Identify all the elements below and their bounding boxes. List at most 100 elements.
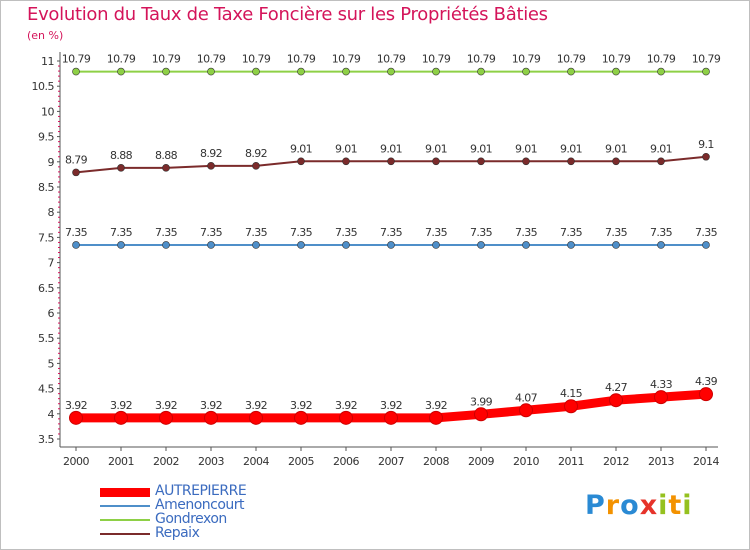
- logo-letter: i: [682, 490, 693, 521]
- y-tick-label: 7: [48, 257, 55, 270]
- proxiti-logo: Proxiti: [585, 490, 693, 521]
- data-label-gondrexon: 10.79: [197, 53, 226, 66]
- data-label-repaix: 9.01: [290, 142, 312, 155]
- data-label-autrepierre: 3.99: [470, 395, 493, 408]
- data-label-gondrexon: 10.79: [62, 53, 91, 66]
- data-point-repaix: [432, 157, 440, 166]
- legend-label: AUTREPIERRE: [155, 483, 247, 499]
- data-point-gondrexon: [432, 67, 440, 76]
- y-tick-label: 5.5: [38, 332, 54, 345]
- x-tick-label: 2014: [693, 455, 719, 468]
- data-point-repaix: [207, 162, 215, 170]
- x-tick-label: 2001: [108, 455, 134, 468]
- data-point-repaix: [612, 157, 620, 166]
- data-label-gondrexon: 10.79: [557, 53, 586, 66]
- legend-swatch: [100, 505, 150, 507]
- x-tick-label: 2011: [558, 455, 584, 468]
- data-point-autrepierre: [249, 410, 263, 425]
- data-point-autrepierre: [204, 410, 218, 425]
- x-tick-label: 2010: [513, 455, 539, 468]
- data-label-repaix: 8.79: [65, 153, 88, 166]
- data-point-gondrexon: [387, 67, 395, 76]
- data-point-repaix: [297, 157, 305, 166]
- data-label-autrepierre: 4.07: [515, 391, 538, 404]
- legend-swatch: [100, 533, 150, 535]
- data-label-gondrexon: 10.79: [467, 53, 496, 66]
- data-point-repaix: [387, 157, 395, 166]
- data-point-gondrexon: [297, 67, 305, 76]
- data-label-amenoncourt: 7.35: [650, 226, 673, 239]
- data-label-gondrexon: 10.79: [692, 53, 721, 66]
- y-tick-label: 6: [48, 307, 55, 320]
- data-label-autrepierre: 3.92: [200, 399, 222, 412]
- x-tick-label: 2008: [423, 455, 449, 468]
- data-label-amenoncourt: 7.35: [380, 226, 403, 239]
- x-tick-label: 2004: [243, 455, 269, 468]
- data-label-repaix: 9.01: [515, 142, 537, 155]
- data-label-gondrexon: 10.79: [242, 53, 271, 66]
- data-label-autrepierre: 3.92: [65, 399, 87, 412]
- data-point-amenoncourt: [432, 241, 440, 249]
- data-point-gondrexon: [207, 67, 215, 76]
- legend-label: Repaix: [155, 525, 200, 541]
- data-label-gondrexon: 10.79: [332, 53, 361, 66]
- x-tick-label: 2013: [648, 455, 674, 468]
- data-label-amenoncourt: 7.35: [245, 226, 268, 239]
- data-label-autrepierre: 3.92: [245, 399, 267, 412]
- data-label-autrepierre: 4.33: [650, 378, 673, 391]
- data-label-autrepierre: 4.39: [695, 375, 718, 388]
- data-point-amenoncourt: [567, 241, 575, 249]
- data-point-gondrexon: [252, 67, 260, 76]
- legend-swatch: [100, 519, 150, 521]
- data-point-repaix: [522, 157, 530, 166]
- data-point-repaix: [477, 157, 485, 166]
- data-point-amenoncourt: [162, 241, 170, 249]
- data-label-amenoncourt: 7.35: [425, 226, 448, 239]
- data-point-autrepierre: [69, 410, 83, 425]
- y-tick-label: 7.5: [38, 231, 54, 244]
- data-point-autrepierre: [384, 410, 398, 425]
- data-label-autrepierre: 3.92: [380, 399, 402, 412]
- x-tick-label: 2009: [468, 455, 494, 468]
- data-point-autrepierre: [609, 393, 623, 408]
- data-label-repaix: 9.01: [470, 142, 492, 155]
- x-tick-label: 2000: [63, 455, 89, 468]
- data-point-autrepierre: [114, 410, 128, 425]
- data-point-repaix: [252, 162, 260, 170]
- y-tick-label: 8: [48, 206, 55, 219]
- data-label-repaix: 9.01: [560, 142, 582, 155]
- data-point-amenoncourt: [72, 241, 80, 249]
- data-label-autrepierre: 4.27: [605, 381, 628, 394]
- data-point-gondrexon: [72, 67, 80, 76]
- y-tick-label: 10: [41, 105, 54, 118]
- data-point-repaix: [117, 164, 125, 172]
- data-point-amenoncourt: [702, 241, 710, 249]
- data-label-repaix: 9.01: [425, 142, 447, 155]
- data-point-autrepierre: [699, 387, 713, 402]
- data-label-repaix: 8.88: [110, 149, 133, 162]
- data-label-autrepierre: 3.92: [335, 399, 357, 412]
- data-point-amenoncourt: [477, 241, 485, 249]
- data-point-amenoncourt: [342, 241, 350, 249]
- data-point-amenoncourt: [117, 241, 125, 249]
- data-label-autrepierre: 3.92: [155, 399, 177, 412]
- data-point-repaix: [702, 152, 710, 161]
- data-point-gondrexon: [612, 67, 620, 76]
- chart-subtitle: (en %): [27, 29, 64, 42]
- data-point-gondrexon: [702, 67, 710, 76]
- y-tick-label: 10.5: [32, 80, 55, 93]
- data-point-repaix: [342, 157, 350, 166]
- data-label-repaix: 9.01: [380, 142, 402, 155]
- data-point-gondrexon: [162, 67, 170, 76]
- data-label-repaix: 9.01: [650, 142, 672, 155]
- data-point-gondrexon: [657, 67, 665, 76]
- data-label-gondrexon: 10.79: [512, 53, 541, 66]
- data-point-gondrexon: [477, 67, 485, 76]
- logo-letter: t: [668, 490, 683, 521]
- x-tick-label: 2006: [333, 455, 359, 468]
- x-tick-label: 2003: [198, 455, 224, 468]
- data-label-amenoncourt: 7.35: [335, 226, 358, 239]
- data-label-autrepierre: 3.92: [425, 399, 447, 412]
